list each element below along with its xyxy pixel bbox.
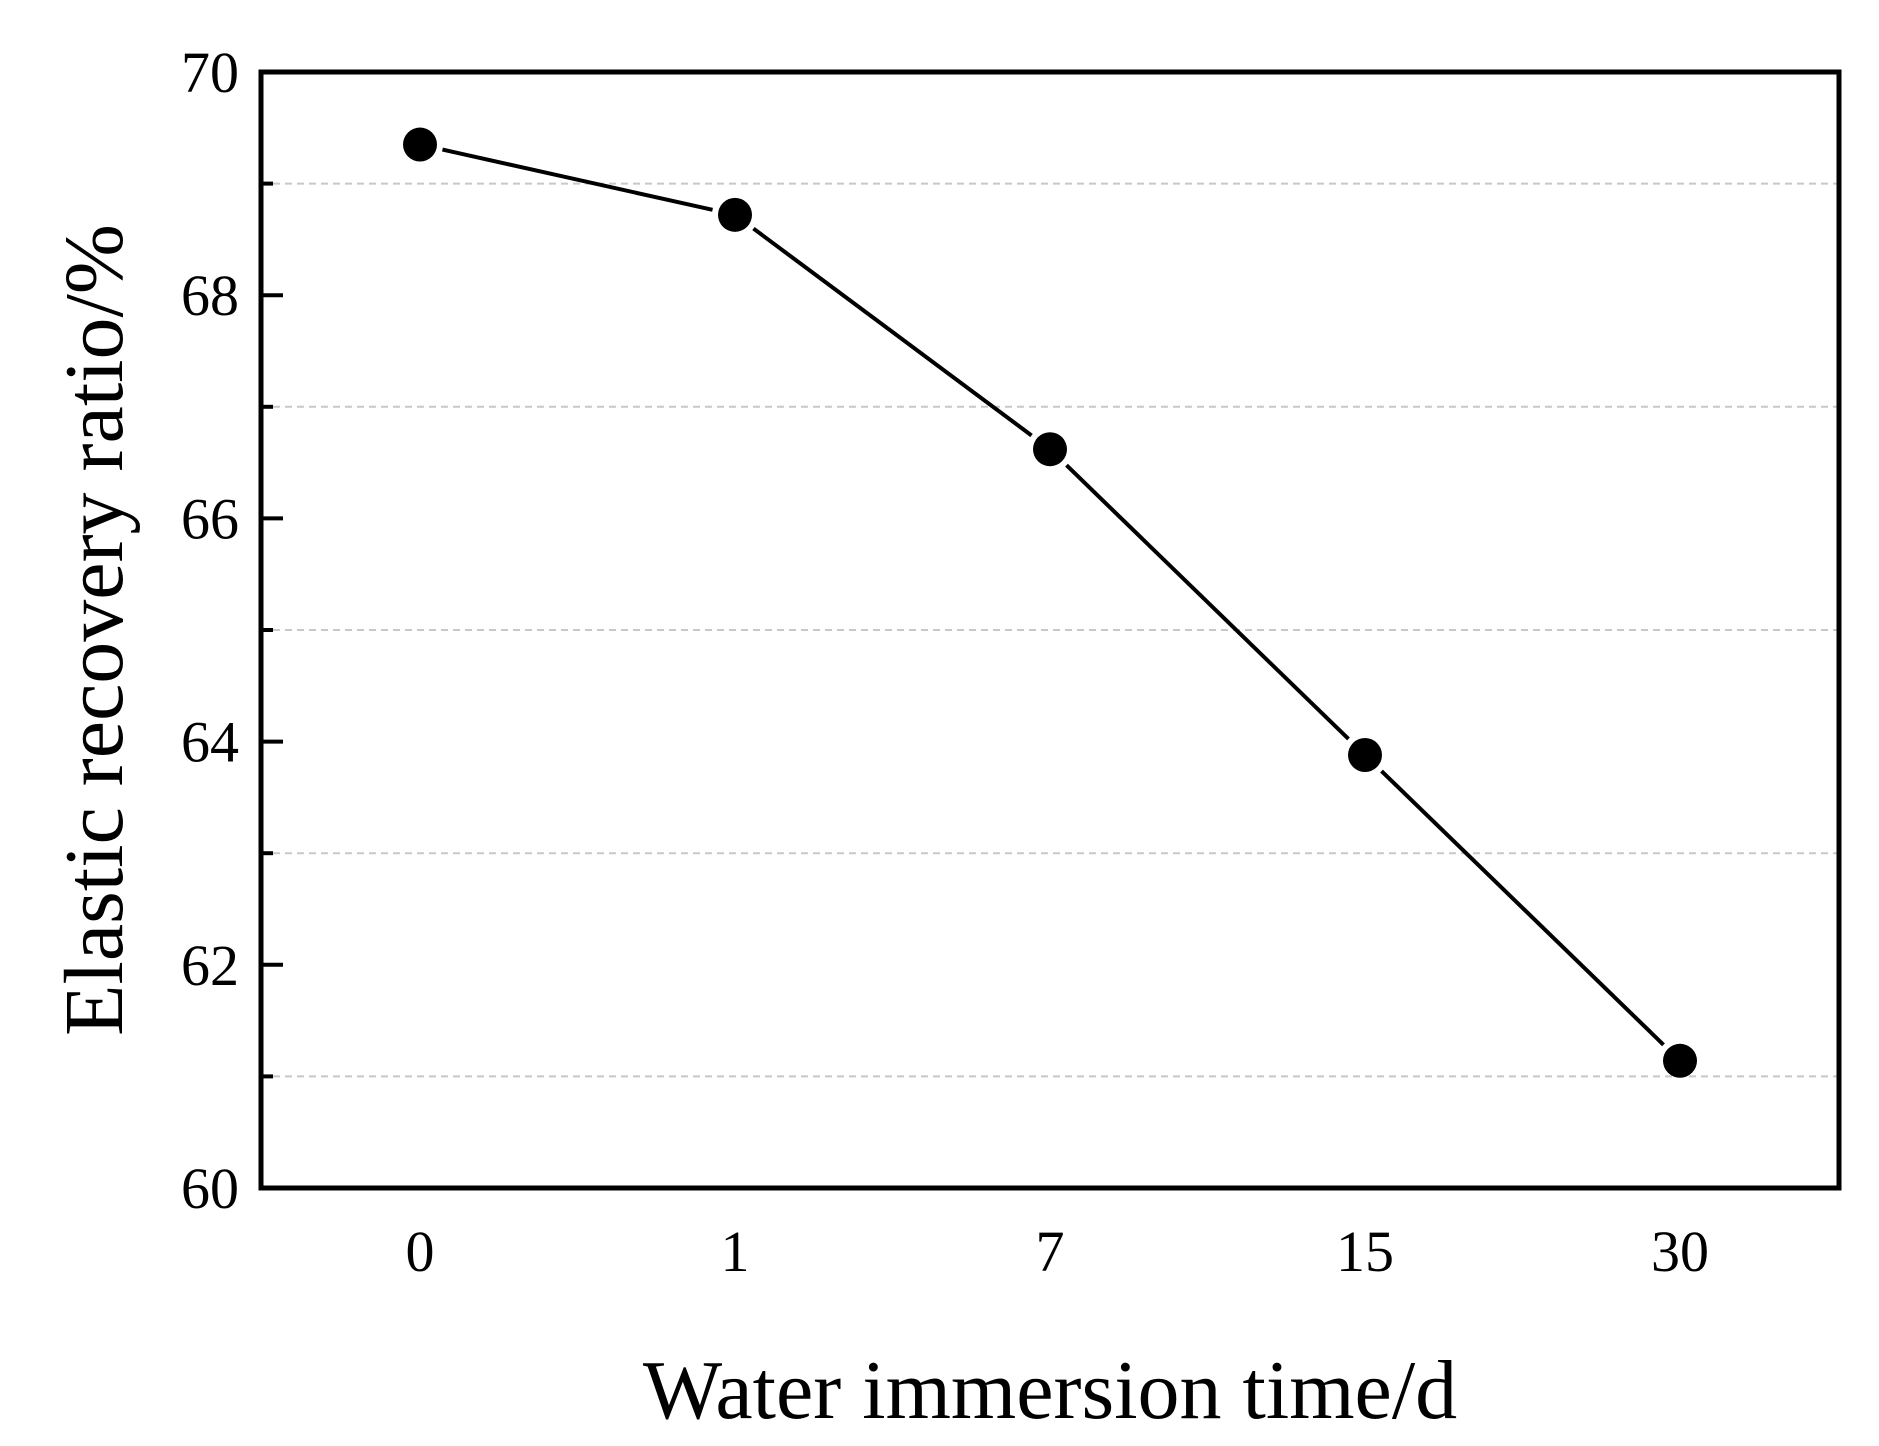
data-point bbox=[1663, 1043, 1697, 1078]
line-segment bbox=[1380, 769, 1665, 1047]
x-tick-label: 1 bbox=[721, 1219, 750, 1284]
x-axis-title: Water immersion time/d bbox=[643, 1344, 1457, 1437]
y-tick-label: 64 bbox=[181, 710, 239, 775]
y-tick-label: 66 bbox=[181, 486, 239, 551]
line-segment bbox=[1065, 463, 1350, 741]
y-axis-title: Elastic recovery ratio/% bbox=[48, 224, 141, 1036]
line-segment bbox=[442, 147, 713, 212]
grid-lines bbox=[261, 182, 1839, 1078]
data-point bbox=[1033, 432, 1067, 467]
x-tick-label: 0 bbox=[406, 1219, 435, 1284]
y-tick-label: 70 bbox=[181, 40, 239, 105]
line-segment bbox=[752, 226, 1033, 438]
y-axis-ticks: 60 62 64 66 68 70 bbox=[181, 40, 283, 1221]
series-line bbox=[442, 147, 1665, 1047]
data-point bbox=[403, 127, 437, 162]
data-point bbox=[1348, 737, 1382, 772]
x-axis-ticks: 0 1 7 15 30 bbox=[406, 1219, 1710, 1284]
series-markers bbox=[403, 127, 1697, 1078]
plot-frame bbox=[258, 69, 1842, 1191]
x-tick-label: 7 bbox=[1036, 1219, 1065, 1284]
y-tick-label: 60 bbox=[181, 1156, 239, 1221]
y-tick-label: 68 bbox=[181, 263, 239, 328]
x-tick-label: 30 bbox=[1651, 1219, 1709, 1284]
x-tick-label: 15 bbox=[1336, 1219, 1394, 1284]
data-point bbox=[718, 197, 752, 232]
y-tick-label: 62 bbox=[181, 933, 239, 998]
